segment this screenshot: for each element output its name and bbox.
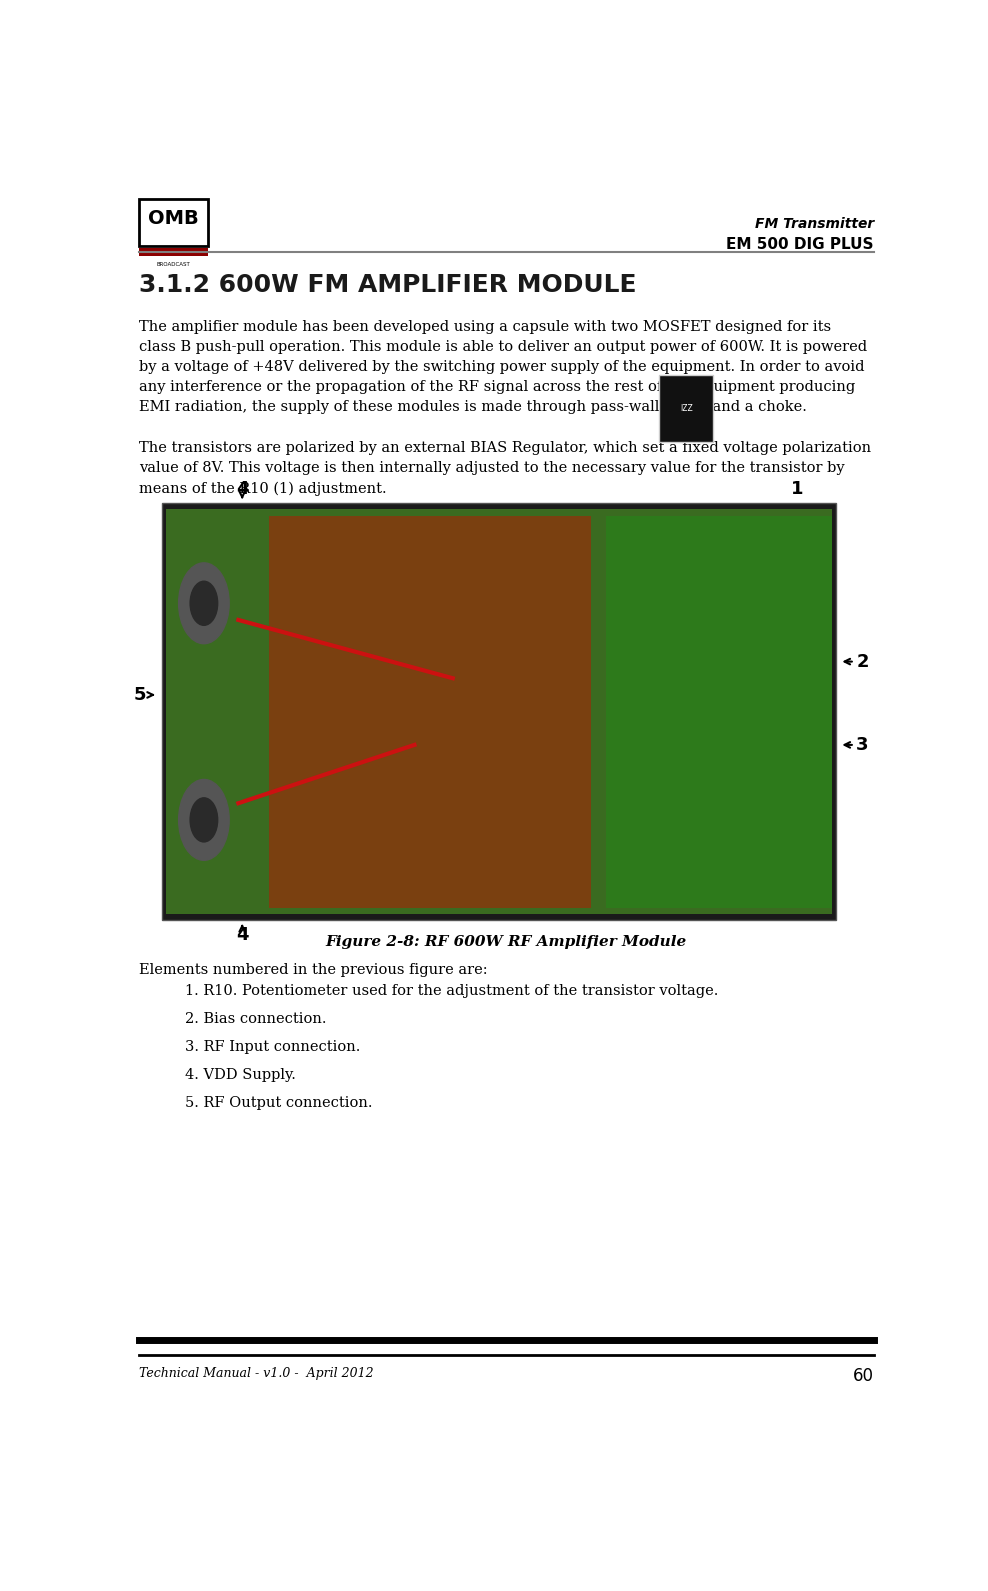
- Text: 4: 4: [236, 926, 248, 943]
- FancyBboxPatch shape: [660, 105, 713, 172]
- Text: EM 500 DIG PLUS: EM 500 DIG PLUS: [726, 237, 874, 253]
- FancyBboxPatch shape: [138, 199, 207, 247]
- Text: 3.1.2 600W FM AMPLIFIER MODULE: 3.1.2 600W FM AMPLIFIER MODULE: [138, 274, 636, 298]
- Text: The amplifier module has been developed using a capsule with two MOSFET designed: The amplifier module has been developed …: [138, 320, 866, 414]
- Text: Elements numbered in the previous figure are:: Elements numbered in the previous figure…: [138, 963, 487, 977]
- FancyBboxPatch shape: [162, 503, 836, 920]
- Text: 1: 1: [791, 479, 803, 498]
- Text: IZZ: IZZ: [680, 404, 693, 414]
- Circle shape: [190, 581, 217, 625]
- Text: 60: 60: [853, 1367, 874, 1386]
- FancyBboxPatch shape: [660, 375, 713, 442]
- Text: 4: 4: [236, 479, 248, 498]
- FancyBboxPatch shape: [166, 509, 832, 913]
- Text: BROADCAST: BROADCAST: [156, 263, 190, 267]
- Text: FM Transmitter: FM Transmitter: [755, 216, 874, 231]
- Text: Figure 2-8: RF 600W RF Amplifier Module: Figure 2-8: RF 600W RF Amplifier Module: [326, 934, 687, 948]
- Text: Technical Manual - v1.0 -  April 2012: Technical Manual - v1.0 - April 2012: [138, 1367, 373, 1379]
- Text: 2. Bias connection.: 2. Bias connection.: [185, 1012, 326, 1026]
- Text: 3: 3: [857, 737, 868, 754]
- FancyBboxPatch shape: [138, 248, 207, 256]
- Text: IZZ: IZZ: [680, 135, 693, 143]
- Text: 3. RF Input connection.: 3. RF Input connection.: [185, 1041, 361, 1053]
- Text: 5: 5: [134, 686, 146, 703]
- Text: OMB: OMB: [148, 208, 199, 228]
- Text: 4. VDD Supply.: 4. VDD Supply.: [185, 1068, 295, 1082]
- Text: 2: 2: [857, 652, 868, 670]
- FancyBboxPatch shape: [606, 515, 832, 907]
- Circle shape: [190, 797, 217, 842]
- Text: 5. RF Output connection.: 5. RF Output connection.: [185, 1096, 372, 1111]
- Circle shape: [179, 563, 229, 644]
- FancyBboxPatch shape: [269, 515, 591, 907]
- Text: The transistors are polarized by an external BIAS Regulator, which set a fixed v: The transistors are polarized by an exte…: [138, 441, 871, 495]
- Text: 1. R10. Potentiometer used for the adjustment of the transistor voltage.: 1. R10. Potentiometer used for the adjus…: [185, 983, 718, 998]
- Circle shape: [179, 780, 229, 861]
